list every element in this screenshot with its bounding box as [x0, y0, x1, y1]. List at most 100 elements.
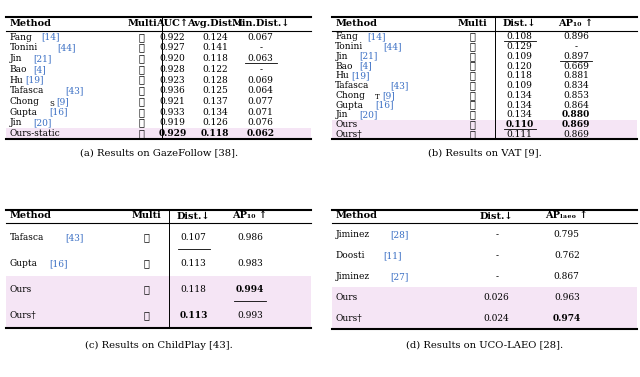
Text: Ours†: Ours†: [335, 130, 362, 139]
Text: 0.118: 0.118: [201, 129, 229, 138]
Text: [9]: [9]: [383, 91, 396, 100]
Text: -: -: [495, 230, 498, 239]
Text: AUC↑: AUC↑: [156, 19, 188, 28]
Text: 0.107: 0.107: [180, 233, 207, 242]
Text: 0.129: 0.129: [507, 42, 532, 51]
Text: 0.024: 0.024: [484, 314, 509, 323]
Text: AP₁₀ ↑: AP₁₀ ↑: [558, 19, 593, 28]
Text: [16]: [16]: [49, 259, 68, 268]
Text: Method: Method: [335, 19, 378, 28]
Text: 0.928: 0.928: [159, 65, 185, 74]
Text: [14]: [14]: [41, 33, 60, 42]
Text: ✓: ✓: [143, 311, 149, 320]
Text: 0.122: 0.122: [202, 65, 228, 74]
Text: Avg.Dist.↓: Avg.Dist.↓: [187, 19, 243, 28]
Text: Jin: Jin: [10, 118, 22, 127]
Text: Tonini: Tonini: [335, 42, 364, 51]
Text: Ours†: Ours†: [10, 311, 36, 320]
Text: 0.134: 0.134: [202, 108, 228, 117]
Text: ✓: ✓: [469, 120, 476, 129]
Text: 0.933: 0.933: [159, 108, 185, 117]
Text: [43]: [43]: [65, 233, 83, 242]
Text: 0.069: 0.069: [248, 75, 274, 84]
Text: [14]: [14]: [367, 32, 385, 41]
Text: 0.986: 0.986: [237, 233, 263, 242]
Text: [43]: [43]: [391, 81, 409, 90]
Text: Tonini: Tonini: [10, 43, 38, 52]
Text: 0.869: 0.869: [563, 130, 589, 139]
Text: AP₁₀ ↑: AP₁₀ ↑: [232, 211, 268, 221]
Text: 0.853: 0.853: [563, 91, 589, 100]
FancyBboxPatch shape: [6, 128, 311, 139]
Text: 0.897: 0.897: [563, 52, 589, 61]
Text: Min.Dist.↓: Min.Dist.↓: [232, 19, 290, 28]
Text: ✗: ✗: [469, 61, 476, 70]
Text: [20]: [20]: [33, 118, 52, 127]
Text: [16]: [16]: [49, 108, 68, 117]
Text: Ours†: Ours†: [335, 314, 362, 323]
Text: 0.923: 0.923: [159, 75, 185, 84]
FancyBboxPatch shape: [332, 120, 637, 129]
Text: Jin: Jin: [335, 52, 348, 61]
Text: 0.026: 0.026: [484, 293, 509, 302]
Text: Dist.↓: Dist.↓: [503, 19, 536, 28]
Text: ✓: ✓: [139, 118, 145, 127]
Text: 0.067: 0.067: [248, 33, 274, 42]
Text: [21]: [21]: [359, 52, 378, 61]
Text: Ours-static: Ours-static: [10, 129, 60, 138]
Text: 0.108: 0.108: [507, 32, 532, 41]
Text: 0.120: 0.120: [507, 61, 532, 70]
Text: 0.118: 0.118: [180, 285, 207, 294]
Text: [16]: [16]: [375, 101, 394, 110]
Text: -: -: [495, 273, 498, 281]
Text: 0.834: 0.834: [563, 81, 589, 90]
Text: 0.064: 0.064: [248, 86, 274, 95]
Text: Hu: Hu: [10, 75, 23, 84]
Text: ✗: ✗: [469, 81, 476, 90]
Text: ✗: ✗: [139, 75, 145, 84]
Text: Ours: Ours: [335, 120, 358, 129]
Text: Jin: Jin: [10, 54, 22, 63]
Text: 0.118: 0.118: [202, 54, 228, 63]
Text: ✓: ✓: [469, 110, 476, 119]
FancyBboxPatch shape: [6, 276, 311, 302]
FancyBboxPatch shape: [332, 308, 637, 329]
Text: ✗: ✗: [139, 33, 145, 42]
Text: ✗: ✗: [469, 101, 476, 110]
Text: Jiminez: Jiminez: [335, 230, 369, 239]
Text: 0.111: 0.111: [507, 130, 532, 139]
Text: [21]: [21]: [33, 54, 52, 63]
Text: 0.974: 0.974: [552, 314, 581, 323]
Text: ✗: ✗: [139, 86, 145, 95]
Text: Ours: Ours: [335, 293, 358, 302]
Text: 0.762: 0.762: [554, 251, 580, 261]
Text: Ours: Ours: [10, 285, 32, 294]
Text: Tafasca: Tafasca: [335, 81, 370, 90]
Text: 0.125: 0.125: [202, 86, 228, 95]
Text: Jin: Jin: [335, 110, 348, 119]
Text: Chong: Chong: [10, 97, 39, 106]
Text: Bao: Bao: [335, 61, 353, 70]
Text: Multi: Multi: [127, 19, 157, 28]
Text: [28]: [28]: [391, 230, 409, 239]
Text: ✗: ✗: [469, 52, 476, 61]
Text: 0.113: 0.113: [179, 311, 208, 320]
Text: Multi: Multi: [132, 211, 161, 221]
Text: [11]: [11]: [383, 251, 401, 261]
Text: [44]: [44]: [57, 43, 76, 52]
Text: [27]: [27]: [391, 273, 409, 281]
Text: 0.929: 0.929: [158, 129, 187, 138]
Text: Doosti: Doosti: [335, 251, 365, 261]
Text: ✗: ✗: [469, 42, 476, 51]
Text: 0.983: 0.983: [237, 259, 263, 268]
Text: 0.993: 0.993: [237, 311, 263, 320]
Text: Method: Method: [335, 211, 378, 221]
Text: 0.076: 0.076: [248, 118, 274, 127]
Text: 0.880: 0.880: [562, 110, 590, 119]
Text: 0.128: 0.128: [202, 75, 228, 84]
Text: 0.922: 0.922: [159, 33, 185, 42]
Text: Tafasca: Tafasca: [10, 233, 44, 242]
Text: ✗: ✗: [139, 54, 145, 63]
Text: APₗₐₑₒ ↑: APₗₐₑₒ ↑: [545, 211, 588, 221]
Text: [9]: [9]: [57, 97, 69, 106]
